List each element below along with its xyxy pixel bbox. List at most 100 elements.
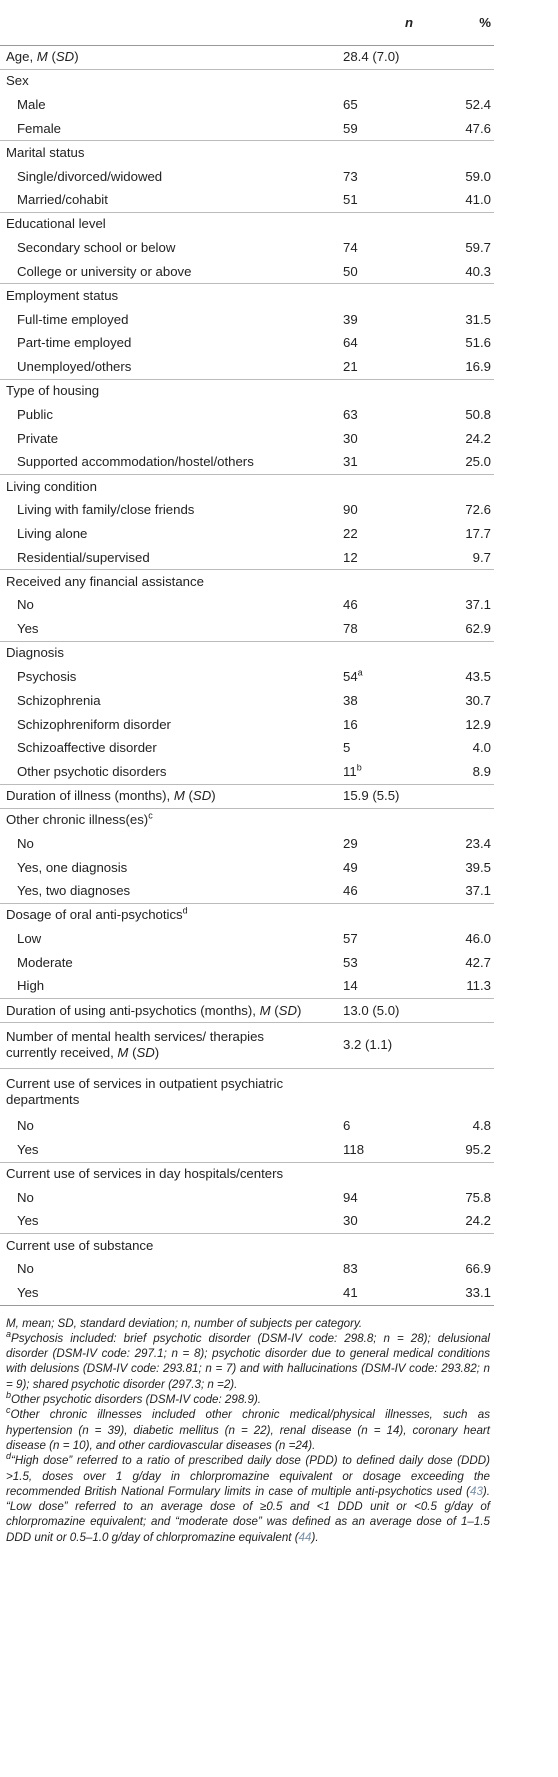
row-label-part: Yes, two diagnoses: [17, 883, 131, 899]
reference-link-43[interactable]: 43: [470, 1484, 483, 1498]
row-n-value: 6: [312, 1114, 416, 1138]
row-n-value: [312, 141, 416, 165]
row-n-value: 65: [312, 93, 416, 117]
n-value-text: 50: [343, 263, 358, 279]
row-label-part: No: [17, 835, 34, 851]
table-row: Low 57 46.0: [0, 927, 494, 951]
row-label: Psychosis: [0, 665, 312, 689]
row-percent-value: [416, 903, 494, 927]
row-percent-value: 66.9: [465, 1261, 491, 1277]
footnote-a: aPsychosis included: brief psychotic dis…: [6, 1330, 490, 1392]
row-label-part: d: [182, 906, 188, 917]
table-row: Yes 118 95.2: [0, 1138, 494, 1162]
row-n-value: [312, 570, 416, 594]
row-percent-value: 12.9: [465, 716, 491, 732]
row-label: Current use of services in outpatient ps…: [0, 1068, 312, 1114]
table-row: Current use of services in outpatient ps…: [0, 1068, 494, 1114]
row-label-part: Type of housing: [6, 383, 100, 399]
row-percent-value: [416, 1022, 494, 1068]
row-label-part: SD: [192, 788, 212, 804]
row-label-part: No: [17, 1189, 34, 1205]
n-value-text: 38: [343, 692, 358, 708]
row-percent-value: [416, 808, 494, 832]
row-n-value: 49: [312, 856, 416, 880]
row-label-part: Dosage of oral anti-psychotics: [6, 907, 183, 923]
row-label-part: Part-time employed: [17, 335, 132, 351]
footnote-d-text-1: “High dose” referred to a ratio of presc…: [6, 1454, 490, 1498]
table-row: Sex: [0, 69, 494, 93]
row-percent-value: [416, 570, 494, 594]
footnote-b-text: Other psychotic disorders (DSM-IV code: …: [11, 1393, 262, 1407]
row-label: Yes: [0, 1138, 312, 1162]
row-label-part: ): [154, 1045, 160, 1061]
row-percent-value: 16.9: [465, 358, 491, 374]
row-label: Living alone: [0, 522, 312, 546]
row-label: Secondary school or below: [0, 236, 312, 260]
row-label-part: Number of mental health services/ therap…: [6, 1029, 265, 1061]
row-label: Other chronic illness(es)c: [0, 808, 312, 832]
n-value-text: 65: [343, 97, 358, 113]
n-value-text: 63: [343, 406, 358, 422]
row-percent-value: 33.1: [465, 1284, 491, 1300]
row-label: Duration of illness (months), M (SD): [0, 784, 312, 808]
row-label-part: Current use of substance: [6, 1237, 154, 1253]
table-row: Type of housing: [0, 379, 494, 403]
row-n-value: [312, 284, 416, 308]
row-n-value: 28.4 (7.0): [312, 46, 416, 70]
row-label-part: Current use of services in day hospitals…: [6, 1166, 284, 1182]
row-label: Married/cohabit: [0, 188, 312, 212]
row-label-part: M: [36, 49, 48, 65]
row-label: Yes: [0, 1210, 312, 1234]
row-label: Yes: [0, 1281, 312, 1305]
row-label: Schizophreniform disorder: [0, 713, 312, 737]
reference-link-44[interactable]: 44: [298, 1530, 312, 1544]
row-n-value: 50: [312, 260, 416, 284]
row-label-part: Residential/supervised: [17, 549, 150, 565]
table-row: Private 30 24.2: [0, 427, 494, 451]
row-label-part: Living with family/close friends: [17, 502, 195, 518]
row-label: Diagnosis: [0, 641, 312, 665]
table-footnotes: M, mean; SD, standard deviation; n, numb…: [6, 1316, 490, 1545]
n-value-footnote-mark: b: [356, 762, 362, 773]
row-label-part: c: [148, 810, 153, 821]
row-n-value: 21: [312, 355, 416, 379]
row-label: Received any financial assistance: [0, 570, 312, 594]
row-label: Living condition: [0, 474, 312, 498]
row-percent-value: 72.6: [465, 502, 491, 518]
row-label-part: Employment status: [6, 287, 119, 303]
row-label: Current use of substance: [0, 1234, 312, 1258]
row-label-part: M: [117, 1045, 129, 1061]
table-row: Single/divorced/widowed 73 59.0: [0, 165, 494, 189]
row-percent-value: 9.7: [472, 549, 491, 565]
row-n-value: 41: [312, 1281, 416, 1305]
row-percent-value: 4.8: [472, 1118, 491, 1134]
row-label: Type of housing: [0, 379, 312, 403]
row-percent-value: [416, 284, 494, 308]
row-n-value: 38: [312, 689, 416, 713]
n-value-text: 46: [343, 883, 358, 899]
row-percent-value: [416, 1068, 494, 1114]
row-label-part: No: [17, 597, 34, 613]
row-percent-value: 37.1: [465, 883, 491, 899]
row-label-part: Age,: [6, 49, 37, 65]
row-label: Sex: [0, 69, 312, 93]
row-n-value: [312, 69, 416, 93]
n-value-text: 53: [343, 954, 358, 970]
row-label-part: Unemployed/others: [17, 358, 132, 374]
row-label-part: Public: [17, 406, 53, 422]
table-row: Moderate 53 42.7: [0, 951, 494, 975]
row-label-part: No: [17, 1118, 34, 1134]
row-label-part: ): [74, 49, 79, 65]
row-percent-value: 41.0: [465, 192, 491, 208]
footnote-b-mark: b: [6, 1390, 12, 1401]
table-row: Schizoaffective disorder 5 4.0: [0, 737, 494, 761]
n-value-text: 5: [343, 740, 351, 756]
row-label: Female: [0, 117, 312, 141]
row-percent-value: 25.0: [465, 454, 491, 470]
row-label-part: Received any financial assistance: [6, 573, 204, 589]
table-row: Schizophrenia 38 30.7: [0, 689, 494, 713]
row-label: Age, M (SD): [0, 46, 312, 70]
row-n-value: [312, 1162, 416, 1186]
row-percent-value: [416, 784, 494, 808]
row-n-value: [312, 1068, 416, 1114]
